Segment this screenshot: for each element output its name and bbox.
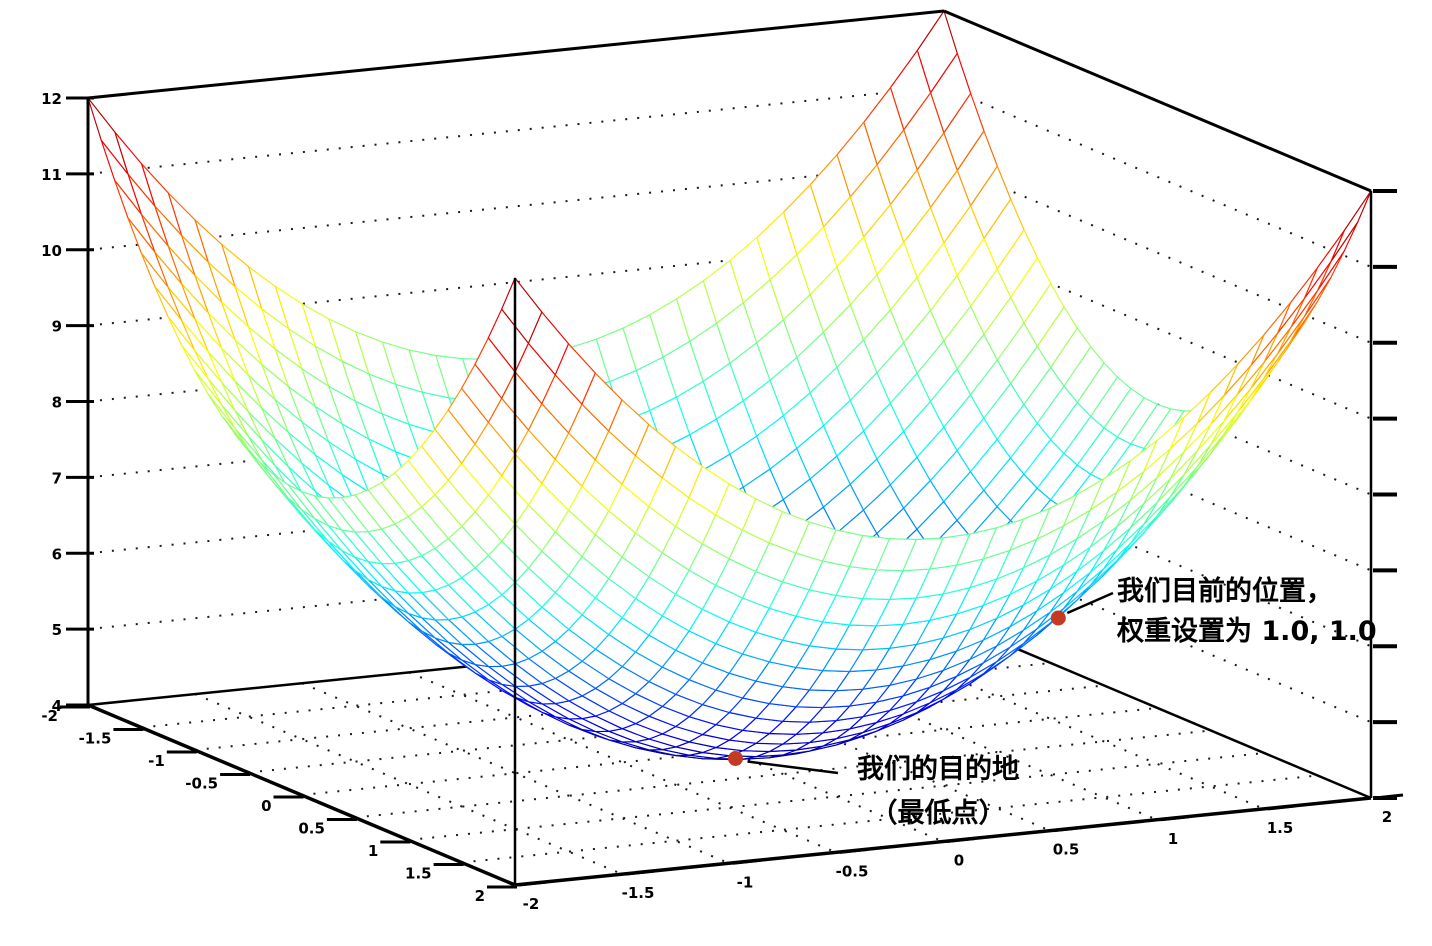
svg-text:-0.5: -0.5 [185,775,218,793]
svg-text:7: 7 [52,469,62,487]
annotation-current-position: 我们目前的位置， 权重设置为 1.0, 1.0 [1117,572,1377,652]
svg-text:-0.5: -0.5 [836,862,869,880]
surface-mesh [87,10,1372,761]
point-destination [728,751,743,766]
axis-ticks [60,96,1404,889]
svg-text:1: 1 [368,842,378,860]
svg-text:5: 5 [52,621,62,639]
annotation-destination-line2: （最低点） [870,798,1006,829]
svg-text:6: 6 [52,545,62,563]
svg-text:1.5: 1.5 [405,865,432,883]
svg-text:0.5: 0.5 [298,820,325,838]
annotation-destination: 我们的目的地 （最低点） [818,748,1058,836]
svg-text:10: 10 [41,242,62,260]
svg-text:-1.5: -1.5 [79,730,112,748]
leader-lines [747,591,1114,775]
annotation-current-line2: 权重设置为 1.0, 1.0 [1117,616,1377,647]
annotation-current-line1: 我们目前的位置， [1117,576,1333,607]
svg-text:2: 2 [1382,808,1392,826]
svg-text:0: 0 [954,852,964,870]
svg-text:2: 2 [475,887,485,905]
svg-text:-1: -1 [148,752,165,770]
svg-text:-1: -1 [737,873,754,891]
svg-text:4: 4 [52,697,62,715]
svg-text:1.5: 1.5 [1267,819,1294,837]
svg-text:1: 1 [1168,830,1178,848]
svg-text:11: 11 [41,166,62,184]
svg-text:-2: -2 [41,707,58,725]
svg-text:0.5: 0.5 [1053,841,1080,859]
point-current-position [1050,610,1066,626]
svg-text:8: 8 [52,394,62,412]
svg-text:-1.5: -1.5 [622,884,655,902]
svg-text:12: 12 [41,90,62,108]
point-markers [728,610,1066,766]
svg-text:0: 0 [261,797,271,815]
svg-text:9: 9 [52,318,62,336]
annotation-destination-line1: 我们的目的地 [857,754,1019,785]
svg-text:-2: -2 [523,895,540,913]
